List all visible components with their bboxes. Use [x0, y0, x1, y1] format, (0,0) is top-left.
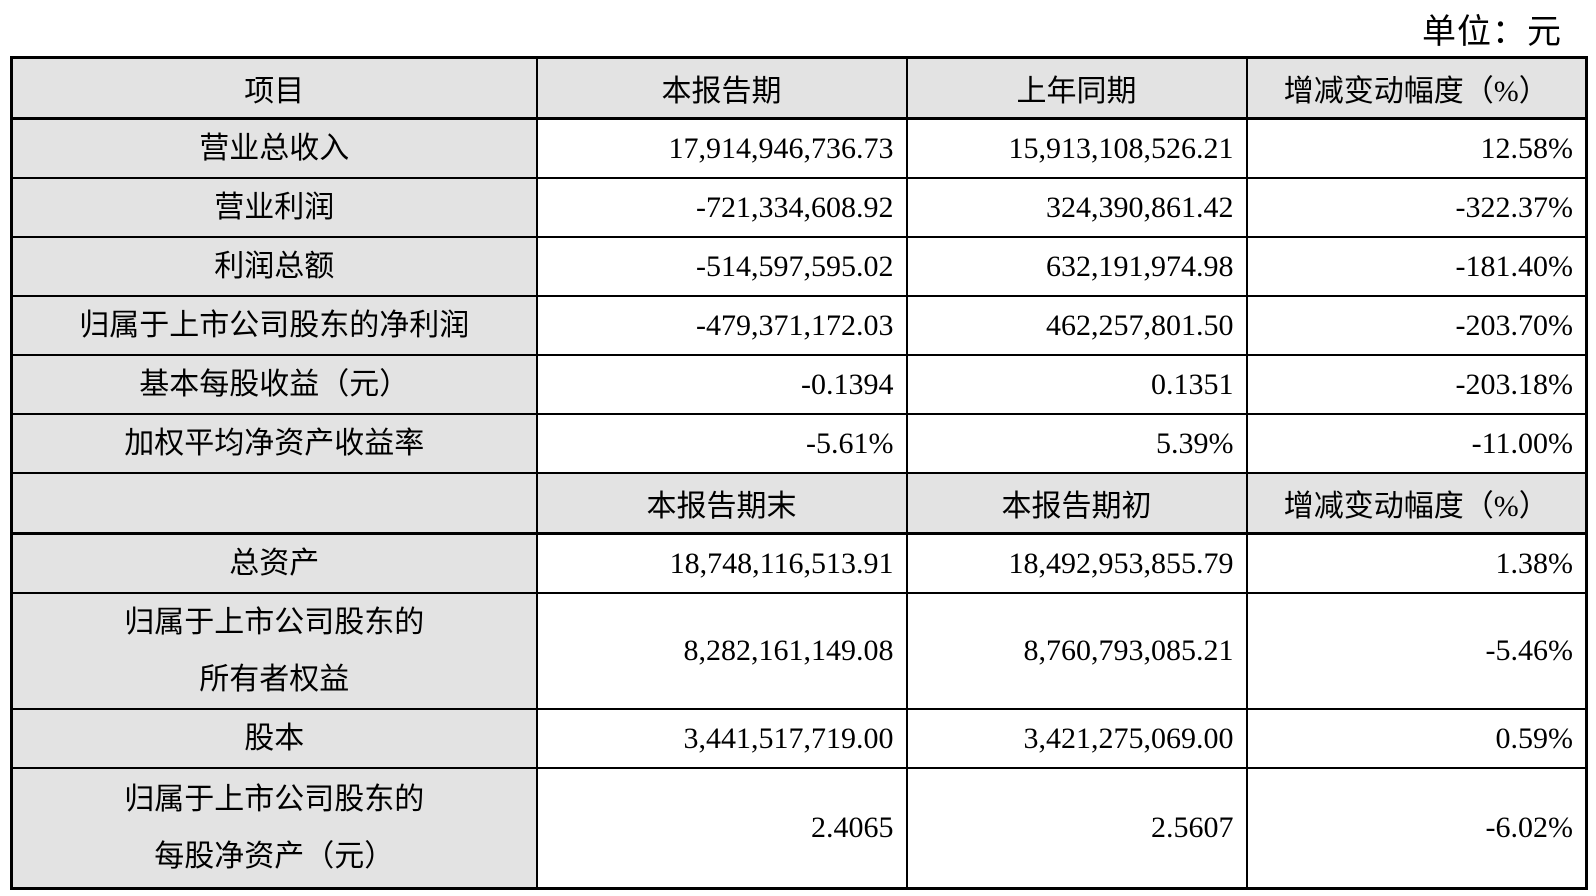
row-total-profit: 利润总额 -514,597,595.02 632,191,974.98 -181…: [10, 236, 1588, 297]
row-total-operating-revenue: 营业总收入 17,914,946,736.73 15,913,108,526.2…: [10, 117, 1588, 179]
cell-end-of-period: 3,441,517,719.00: [535, 708, 908, 769]
row-net-assets-per-share: 归属于上市公司股东的 每股净资产（元） 2.4065 2.5607 -6.02%: [10, 767, 1588, 889]
header-prior-period: 上年同期: [905, 56, 1248, 120]
cell-end-of-period: 18,748,116,513.91: [535, 532, 908, 594]
row-label: 营业总收入: [10, 117, 538, 179]
row-label: 利润总额: [10, 236, 538, 297]
row-label: 基本每股收益（元）: [10, 354, 538, 415]
cell-prior-period: 324,390,861.42: [905, 177, 1248, 238]
row-label: 加权平均净资产收益率: [10, 413, 538, 474]
row-equity-attributable-to-shareholders: 归属于上市公司股东的 所有者权益 8,282,161,149.08 8,760,…: [10, 592, 1588, 710]
cell-prior-period: 5.39%: [905, 413, 1248, 474]
cell-current-period: 17,914,946,736.73: [535, 117, 908, 179]
row-total-assets: 总资产 18,748,116,513.91 18,492,953,855.79 …: [10, 532, 1588, 594]
cell-prior-period: 0.1351: [905, 354, 1248, 415]
cell-change: 0.59%: [1245, 708, 1588, 769]
row-operating-profit: 营业利润 -721,334,608.92 324,390,861.42 -322…: [10, 177, 1588, 238]
cell-change: -181.40%: [1245, 236, 1588, 297]
row-label: 股本: [10, 708, 538, 769]
cell-current-period: -0.1394: [535, 354, 908, 415]
table-header-row-period: 项目 本报告期 上年同期 增减变动幅度（%）: [10, 56, 1588, 120]
row-label: 归属于上市公司股东的 每股净资产（元）: [10, 767, 538, 889]
cell-current-period: -514,597,595.02: [535, 236, 908, 297]
cell-beginning-of-period: 18,492,953,855.79: [905, 532, 1248, 594]
header-beginning-of-period: 本报告期初: [905, 472, 1248, 535]
header-item-empty: [10, 472, 538, 535]
cell-beginning-of-period: 8,760,793,085.21: [905, 592, 1248, 710]
cell-change: 12.58%: [1245, 117, 1588, 179]
cell-prior-period: 462,257,801.50: [905, 295, 1248, 356]
cell-current-period: -479,371,172.03: [535, 295, 908, 356]
table-header-row-balance: 本报告期末 本报告期初 增减变动幅度（%）: [10, 472, 1588, 535]
cell-end-of-period: 8,282,161,149.08: [535, 592, 908, 710]
cell-prior-period: 15,913,108,526.21: [905, 117, 1248, 179]
cell-change: -203.18%: [1245, 354, 1588, 415]
cell-prior-period: 632,191,974.98: [905, 236, 1248, 297]
financial-summary-table: 项目 本报告期 上年同期 增减变动幅度（%） 营业总收入 17,914,946,…: [10, 56, 1588, 890]
cell-current-period: -5.61%: [535, 413, 908, 474]
header-change-percent: 增减变动幅度（%）: [1245, 56, 1588, 120]
row-net-profit-attributable-to-shareholders: 归属于上市公司股东的净利润 -479,371,172.03 462,257,80…: [10, 295, 1588, 356]
cell-current-period: -721,334,608.92: [535, 177, 908, 238]
row-share-capital: 股本 3,441,517,719.00 3,421,275,069.00 0.5…: [10, 708, 1588, 769]
cell-change: -203.70%: [1245, 295, 1588, 356]
cell-change: 1.38%: [1245, 532, 1588, 594]
row-label: 营业利润: [10, 177, 538, 238]
row-label: 归属于上市公司股东的净利润: [10, 295, 538, 356]
cell-change: -322.37%: [1245, 177, 1588, 238]
row-label: 总资产: [10, 532, 538, 594]
header-current-period: 本报告期: [535, 56, 908, 120]
header-item: 项目: [10, 56, 538, 120]
cell-beginning-of-period: 3,421,275,069.00: [905, 708, 1248, 769]
cell-end-of-period: 2.4065: [535, 767, 908, 889]
row-label: 归属于上市公司股东的 所有者权益: [10, 592, 538, 710]
cell-change: -6.02%: [1245, 767, 1588, 889]
header-change-percent: 增减变动幅度（%）: [1245, 472, 1588, 535]
unit-label: 单位：元: [1422, 14, 1562, 51]
cell-beginning-of-period: 2.5607: [905, 767, 1248, 889]
row-basic-eps: 基本每股收益（元） -0.1394 0.1351 -203.18%: [10, 354, 1588, 415]
row-weighted-average-roe: 加权平均净资产收益率 -5.61% 5.39% -11.00%: [10, 413, 1588, 474]
cell-change: -11.00%: [1245, 413, 1588, 474]
header-end-of-period: 本报告期末: [535, 472, 908, 535]
cell-change: -5.46%: [1245, 592, 1588, 710]
